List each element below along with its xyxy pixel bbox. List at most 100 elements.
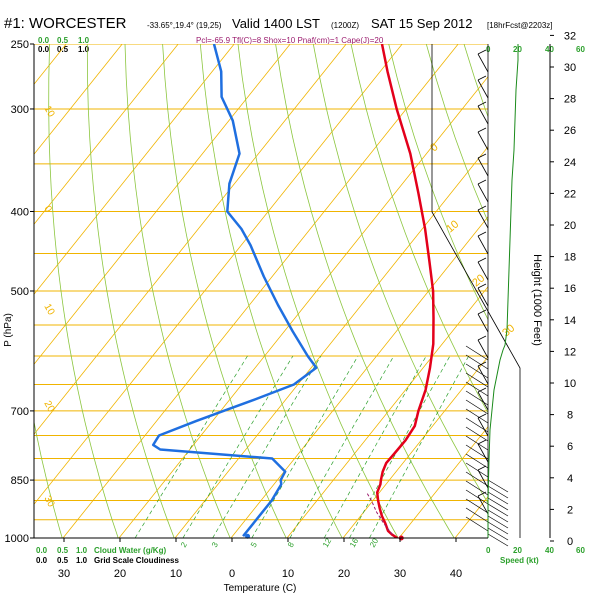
wind-barb-flag [477,361,487,367]
wind-barb [465,381,489,397]
bottom-green-2: 1.0 [76,546,88,555]
wind-barb [465,444,489,460]
wind-barb [477,443,489,463]
wind-barb [487,533,509,547]
parcel-series [366,492,393,535]
wind-barb [487,509,509,523]
height-tick-label: 2 [567,504,573,516]
top-wind-60: 60 [576,45,585,54]
wind-barb [477,131,489,151]
wind-barb-flag [477,387,487,393]
isotherm-line [62,44,459,538]
height-tick-label: 8 [567,410,573,422]
top-wind-scale: 0 20 40 60 [486,45,585,54]
bottom-wind-40: 40 [545,546,554,555]
temperature-tick-label: 30 [394,568,406,580]
wind-barb [477,417,489,437]
height-tick-label: 6 [567,441,573,453]
wind-barb [465,498,489,514]
mixing-ratio-line [134,355,248,538]
wind-barb [465,372,489,388]
top-green-0: 0.0 [38,36,50,45]
wind-barb-flag [477,153,487,159]
wind-barb [465,453,489,469]
temperature-series [375,44,435,538]
wind-barb-flag [477,205,487,211]
bottom-wind-0: 0 [486,546,491,555]
height-tick-label: 30 [564,62,576,74]
wind-barb-flag [477,75,487,81]
mixing-ratio-line [349,355,451,538]
wind-barb [477,339,489,359]
wind-barb-flag [477,231,487,237]
wind-barb-flag [477,101,487,107]
wind-barb [465,435,489,451]
temperature-tick-label: 20 [114,568,126,580]
bottom-black-2: 1.0 [76,556,88,565]
wind-barb [487,491,509,505]
isotherm-line [34,44,291,365]
temperature-axis-label: Temperature (C) [224,583,297,594]
wind-barb [465,507,489,523]
height-tick-label: 16 [564,283,576,295]
mixing-label-5: 5 [249,540,259,549]
isotherm-label-0: 0 [41,204,54,215]
temperature-tick-label: 10 [170,568,182,580]
wind-barb [465,480,489,496]
dry-adiabat-line [199,44,343,538]
wind-barb-flag [477,257,487,263]
dry-adiabat-line [48,44,119,538]
isotherm-line [511,44,600,538]
isotherm-label-20: 20 [41,399,56,415]
height-tick-label: 24 [564,157,576,169]
wind-barb [477,391,489,411]
pressure-tick-label: 300 [11,104,29,116]
wind-barb [477,157,489,177]
isotherm-line [34,44,179,225]
wind-barb-flag [477,335,487,341]
forecast-tag: [18hrFcst@2203z] [487,21,552,30]
pressure-ticks: 1000 850 700 500 400 300 250 [5,39,34,545]
temperature-ticks: 30 20 10 0 10 20 30 40 [58,538,462,580]
wind-barb [465,426,489,442]
wind-barb [465,390,489,406]
top-black-1: 0.5 [57,45,69,54]
isotherm-line [34,44,403,505]
mixing-ratio-line [182,355,294,538]
pressure-tick-label: 850 [11,475,29,487]
dry-adiabat-line [275,44,455,538]
wind-barbs [465,49,509,547]
isotherm-line [0,44,10,538]
wind-barb [487,521,509,535]
isotherm-label-m10: 10 [41,104,56,120]
utc-time: (1200Z) [331,21,359,30]
isotherm-line [286,286,488,538]
wind-barb-flag [477,283,487,289]
height-tick-label: 14 [564,315,576,327]
wind-barb [465,345,489,361]
dry-adiabat-line [86,44,175,538]
station-coords: -33.65°,19.4° (19,25) [147,21,222,30]
wind-barb [487,503,509,517]
dry-adiabat-line [237,44,399,538]
station-title: #1: WORCESTER [4,15,127,32]
mixing-label-2: 2 [179,540,189,549]
temperature-tick-label: 0 [229,568,235,580]
isotherm-line [34,44,347,435]
isotherm-line [34,44,123,155]
wind-barb-flag [477,439,487,445]
isotherm-line [342,356,488,538]
speed-label: Speed (kt) [500,556,539,565]
isotherm-label-10: 10 [41,302,56,318]
temperature-tick-label: 10 [282,568,294,580]
top-black-0: 0.0 [38,45,50,54]
mixing-label-3: 3 [210,540,220,549]
wind-barb [477,313,489,333]
wind-barb [465,462,489,478]
wind-barb [465,363,489,379]
terrain-outline [431,44,521,538]
top-green-1: 0.5 [57,36,69,45]
temperature-tick-label: 30 [58,568,70,580]
